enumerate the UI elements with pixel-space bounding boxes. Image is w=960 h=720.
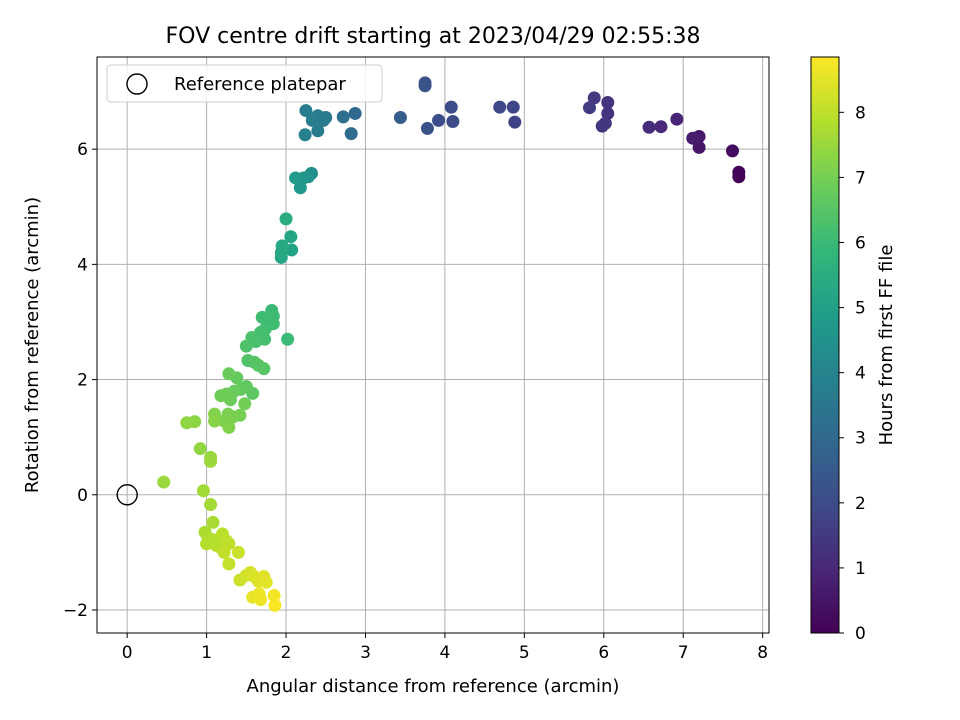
legend-marker-reference [126, 73, 148, 95]
legend: Reference platepar [106, 64, 383, 103]
y-tick-label: −2 [63, 601, 88, 621]
data-point [299, 104, 313, 118]
legend-label-reference: Reference platepar [174, 74, 346, 95]
colorbar-tick-label: 5 [855, 299, 866, 319]
data-point [206, 515, 220, 529]
colorbar-ticks: 0 1 2 3 4 5 6 7 8 [839, 103, 866, 644]
data-point [222, 367, 236, 381]
x-axis-ticks: 0 1 2 3 4 5 6 7 8 [122, 633, 768, 663]
y-tick-label: 2 [77, 371, 88, 391]
colorbar-tick-label: 4 [855, 364, 866, 384]
y-axis-label: Rotation from reference (arcmin) [22, 197, 43, 493]
data-point [289, 171, 303, 185]
data-point [293, 181, 307, 195]
data-point [204, 498, 218, 512]
data-point [238, 397, 252, 411]
data-point [259, 575, 273, 589]
x-tick-label: 7 [678, 643, 689, 663]
data-point [654, 120, 668, 134]
colorbar-label: Hours from first FF file [876, 245, 897, 446]
data-point [692, 140, 706, 154]
data-point [725, 144, 739, 158]
data-point [268, 598, 282, 612]
data-point [231, 545, 245, 559]
x-tick-label: 8 [757, 643, 768, 663]
reference-marker [116, 484, 138, 506]
data-point [601, 96, 615, 110]
data-point [670, 112, 684, 126]
chart-title: FOV centre drift starting at 2023/04/29 … [166, 24, 701, 49]
data-point [344, 127, 358, 141]
data-point [193, 442, 207, 456]
data-point [348, 106, 362, 120]
data-point [255, 310, 269, 324]
colorbar-tick-label: 6 [855, 233, 866, 253]
data-point [418, 76, 432, 90]
data-point [214, 389, 228, 403]
data-point [267, 589, 281, 603]
data-point [642, 120, 656, 134]
y-tick-label: 6 [77, 140, 88, 160]
data-point [204, 454, 218, 468]
colorbar-tick-label: 7 [855, 168, 866, 188]
data-point [582, 101, 596, 115]
data-point [336, 110, 350, 124]
data-point [493, 100, 507, 114]
data-point [595, 119, 609, 133]
colorbar-tick-label: 3 [855, 429, 866, 449]
data-point [222, 557, 236, 571]
data-point [686, 131, 700, 145]
colorbar: 0 1 2 3 4 5 6 7 8 Hours from first FF file [810, 56, 897, 644]
data-point [601, 106, 615, 120]
colorbar-gradient [810, 56, 840, 634]
legend-box [106, 64, 383, 103]
plot-frame [96, 56, 770, 634]
data-point [432, 113, 446, 127]
data-point [208, 414, 222, 428]
x-tick-label: 5 [519, 643, 530, 663]
data-point [305, 113, 319, 127]
y-tick-label: 0 [77, 486, 88, 506]
data-point [196, 484, 210, 498]
data-point [508, 115, 522, 129]
grid [97, 57, 769, 633]
scatter-points [157, 76, 746, 612]
data-point [217, 545, 231, 559]
x-axis-label: Angular distance from reference (arcmin) [247, 676, 620, 697]
y-axis-ticks: −2 0 2 4 6 [63, 140, 97, 621]
data-point [279, 212, 293, 226]
data-point [281, 332, 295, 346]
colorbar-tick-label: 1 [855, 559, 866, 579]
data-point [274, 246, 288, 260]
x-tick-label: 2 [281, 643, 292, 663]
x-tick-label: 6 [598, 643, 609, 663]
data-point [298, 128, 312, 142]
x-tick-label: 3 [360, 643, 371, 663]
colorbar-tick-label: 2 [855, 494, 866, 514]
data-point [284, 230, 298, 244]
data-point [732, 165, 746, 179]
data-point [393, 110, 407, 124]
y-tick-label: 4 [77, 255, 88, 275]
reference-point [116, 484, 138, 506]
x-tick-label: 1 [201, 643, 212, 663]
data-point [311, 124, 325, 138]
data-point [506, 100, 520, 114]
colorbar-tick-label: 0 [855, 624, 866, 644]
data-point [446, 115, 460, 129]
data-point [239, 339, 253, 353]
data-point [420, 121, 434, 135]
data-point [254, 593, 268, 607]
data-point [587, 91, 601, 105]
data-point [157, 475, 171, 489]
colorbar-tick-label: 8 [855, 103, 866, 123]
data-point [180, 416, 194, 430]
data-point [222, 420, 236, 434]
x-tick-label: 0 [122, 643, 133, 663]
data-point [444, 100, 458, 114]
x-tick-label: 4 [440, 643, 451, 663]
data-point [257, 362, 271, 376]
